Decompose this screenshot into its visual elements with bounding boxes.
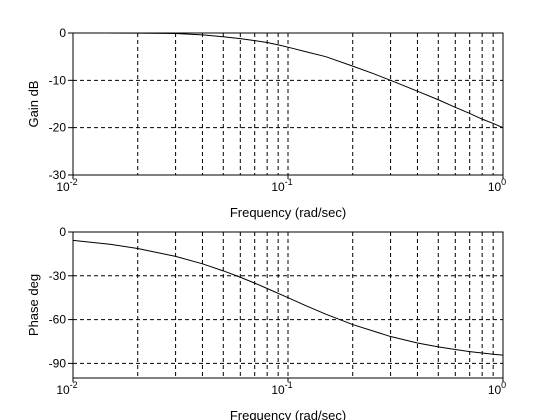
gain-grid — [73, 33, 503, 175]
phase-curve — [72, 239, 504, 356]
phase-y-tick-label: 0 — [59, 225, 66, 239]
phase-x-tick-label: 100 — [488, 380, 506, 397]
phase-y-tick-label: -30 — [49, 269, 67, 283]
phase-plot: 0 -30 -60 -90 10-2 10-1 100 Frequency (rad/se… — [26, 225, 506, 420]
gain-y-tick-label: 0 — [59, 26, 66, 40]
gain-x-tick-label: 100 — [488, 177, 506, 194]
gain-y-axis-label: Gain dB — [26, 81, 41, 128]
phase-y-tick-label: -60 — [49, 313, 67, 327]
phase-x-tick-label: 10-1 — [271, 380, 292, 397]
gain-x-tick-label: 10-2 — [56, 177, 77, 194]
phase-x-ticks: 10-2 10-1 100 — [56, 378, 506, 397]
phase-y-axis-label: Phase deg — [26, 274, 41, 336]
phase-x-axis-label: Frequency (rad/sec) — [230, 408, 346, 420]
gain-y-tick-label: -30 — [49, 168, 67, 182]
phase-y-ticks: 0 -30 -60 -90 — [49, 225, 73, 370]
gain-y-ticks: 0 -10 -20 -30 — [49, 26, 73, 182]
gain-x-ticks: 10-2 10-1 100 — [56, 175, 506, 194]
gain-curve — [104, 32, 504, 129]
gain-plot: 0 -10 -20 -30 10-2 10-1 100 Frequency (rad/se… — [26, 26, 506, 220]
phase-grid — [73, 232, 503, 378]
gain-x-tick-label: 10-1 — [271, 177, 292, 194]
gain-x-axis-label: Frequency (rad/sec) — [230, 205, 346, 220]
phase-x-tick-label: 10-2 — [56, 380, 77, 397]
gain-y-tick-label: -10 — [49, 73, 67, 87]
gain-y-tick-label: -20 — [49, 121, 67, 135]
phase-y-tick-label: -90 — [49, 356, 67, 370]
